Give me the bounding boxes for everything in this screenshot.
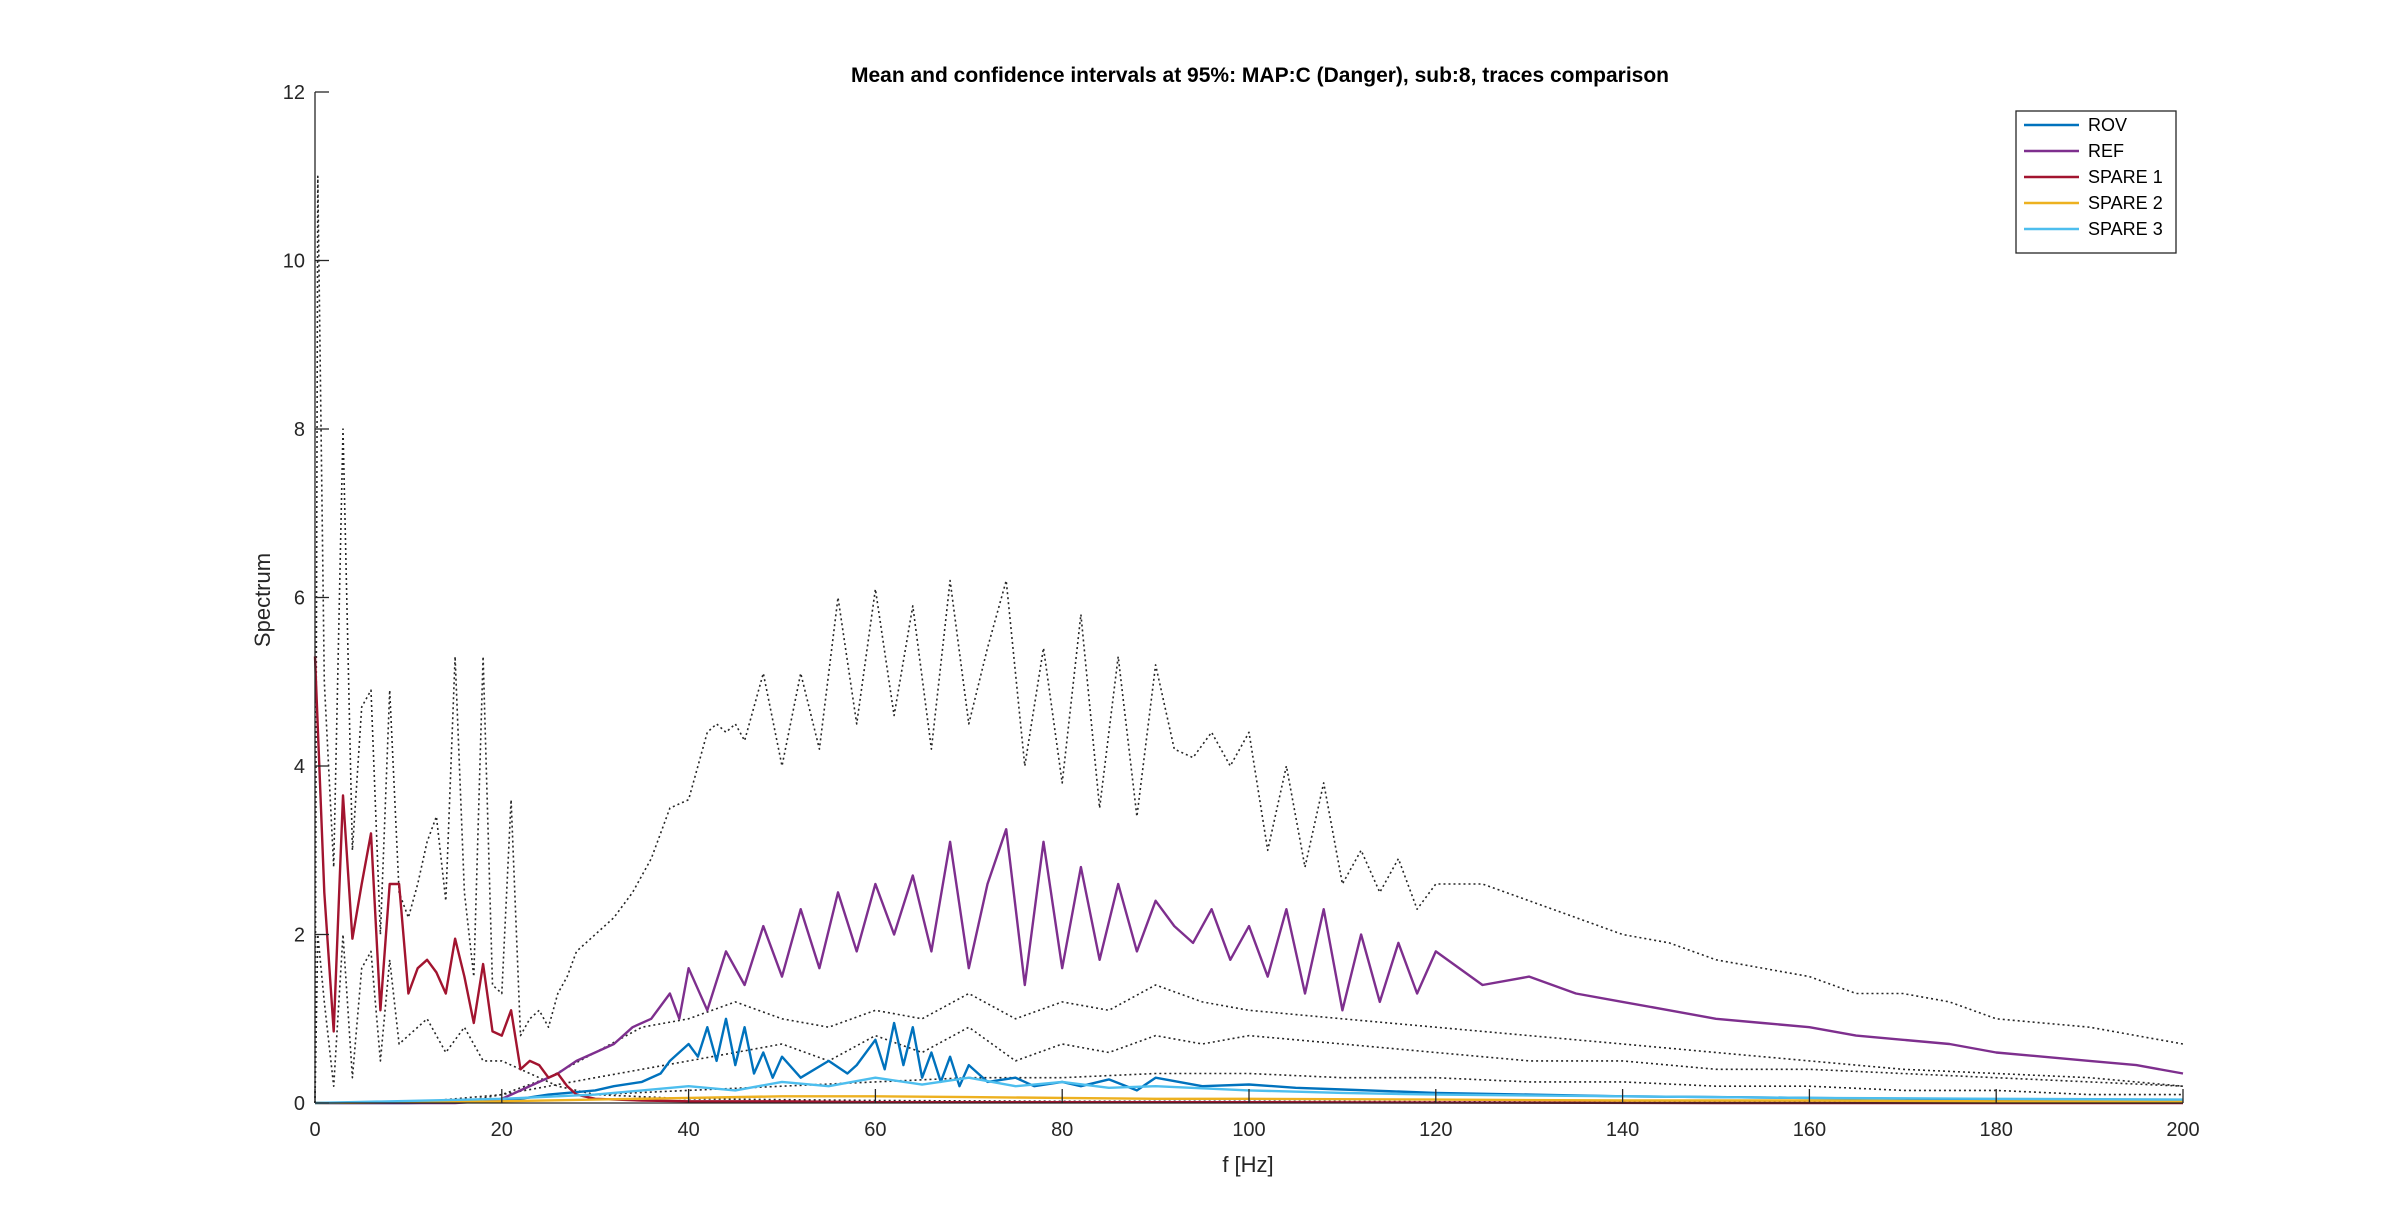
x-tick-label: 180: [1980, 1119, 2013, 1141]
confidence-bound-line-2: [315, 984, 2184, 1104]
confidence-bound-line-3: [315, 1026, 2184, 1104]
x-tick-label: 100: [1232, 1119, 1265, 1141]
legend-label-spare-1: SPARE 1: [2088, 167, 2163, 187]
axes: 0 20 40 60 80 100 120 140 160 180 200 0 2 4 6 8 10 12: [283, 82, 2200, 1141]
x-tick-label: 120: [1419, 1119, 1452, 1141]
x-tick-label: 40: [677, 1119, 699, 1141]
y-tick-label: 12: [283, 82, 305, 104]
series-line-ref: [315, 828, 2184, 1105]
legend-label-spare-3: SPARE 3: [2088, 219, 2163, 239]
x-tick-label: 0: [309, 1119, 320, 1141]
x-tick-label: 60: [864, 1119, 886, 1141]
plot-background: [315, 92, 2183, 1103]
x-tick-label: 160: [1793, 1119, 1826, 1141]
x-tick-label: 140: [1606, 1119, 1639, 1141]
legend: ROV REF SPARE 1 SPARE 2 SPARE 3: [2015, 110, 2177, 254]
y-tick-label: 8: [294, 419, 305, 441]
legend-label-ref: REF: [2088, 141, 2124, 161]
legend-label-rov: ROV: [2088, 115, 2127, 135]
x-tick-label: 20: [491, 1119, 513, 1141]
x-tick-label: 200: [2166, 1119, 2199, 1141]
x-tick-label: 80: [1051, 1119, 1073, 1141]
chart-title: Mean and confidence intervals at 95%: MA…: [851, 64, 1669, 87]
plot-area: [313, 92, 2184, 1105]
y-axis-label: Spectrum: [250, 553, 275, 647]
y-tick-label: 4: [294, 756, 305, 778]
series-line-rov: [315, 1017, 2184, 1105]
x-axis-label: f [Hz]: [1222, 1152, 1273, 1177]
y-tick-label: 6: [294, 588, 305, 610]
y-tick-label: 2: [294, 925, 305, 947]
y-tick-label: 10: [283, 251, 305, 273]
series-line-spare-3: [314, 1076, 2184, 1105]
legend-label-spare-2: SPARE 2: [2088, 193, 2163, 213]
y-tick-label: 0: [294, 1093, 305, 1115]
confidence-bound-line-1: [314, 175, 2184, 1104]
series-line-spare-1: [313, 656, 2183, 1105]
